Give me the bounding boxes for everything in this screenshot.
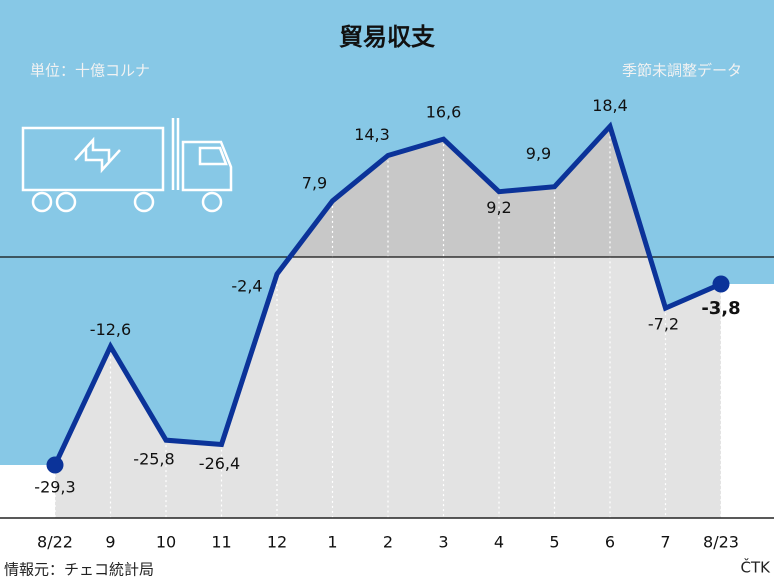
truck-icon — [21, 118, 233, 213]
adjustment-note: 季節未調整データ — [622, 62, 742, 80]
line — [52, 121, 722, 467]
value-label: 16,6 — [426, 103, 462, 122]
credit: ČTK — [741, 558, 772, 577]
x-tick-label: 12 — [267, 533, 287, 552]
value-label: -2,4 — [231, 277, 262, 296]
end-dot — [712, 275, 730, 293]
value-label: 9,9 — [526, 144, 551, 163]
value-label: -12,6 — [90, 320, 131, 339]
x-tick-label: 10 — [156, 533, 176, 552]
value-label: 14,3 — [354, 125, 390, 144]
x-tick-label: 8/23 — [703, 533, 739, 552]
unit-note: 単位：十億コルナ — [30, 62, 150, 80]
chart-title: 貿易収支 — [339, 23, 436, 51]
footer-bg — [0, 518, 774, 580]
x-tick-label: 7 — [660, 533, 670, 552]
value-label: -29,3 — [34, 478, 75, 497]
plot: 8/22 -29,3 9 -12,6 10 -25,8 11 -26,4 12 -2,4 1 7,9 2… — [0, 96, 774, 552]
x-tick-label: 8/22 — [37, 533, 73, 552]
end-dot — [46, 456, 64, 474]
x-tick-label: 4 — [494, 533, 504, 552]
value-label: 7,9 — [302, 173, 327, 192]
x-tick-label: 3 — [438, 533, 448, 552]
value-label: -7,2 — [648, 315, 679, 334]
x-tick-label: 1 — [327, 533, 337, 552]
x-tick-label: 11 — [211, 533, 231, 552]
x-tick-label: 9 — [105, 533, 115, 552]
value-label: -3,8 — [701, 298, 740, 319]
x-tick-label: 2 — [383, 533, 393, 552]
positive-fill — [289, 126, 650, 257]
x-tick-label: 6 — [605, 533, 615, 552]
source: 情報元：チェコ統計局 — [4, 561, 154, 579]
value-label: -26,4 — [199, 454, 240, 473]
x-tick-label: 5 — [549, 533, 559, 552]
value-label: 9,2 — [486, 198, 511, 217]
value-label: 18,4 — [592, 96, 628, 115]
value-label: -25,8 — [133, 450, 174, 469]
